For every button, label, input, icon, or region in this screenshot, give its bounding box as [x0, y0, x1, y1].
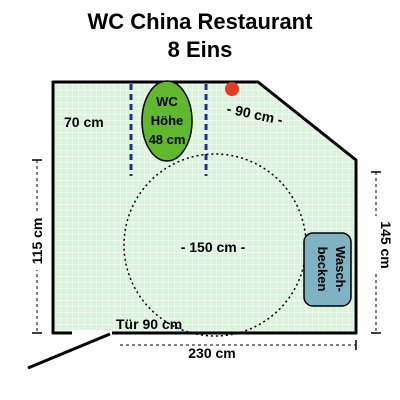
wc-label-1: WC	[156, 94, 178, 109]
sink-label-2: becken	[315, 247, 330, 292]
right-height-label: 145 cm	[378, 221, 394, 268]
door-leaf	[27, 332, 111, 370]
wc-label-3: 48 cm	[149, 132, 186, 147]
bottom-width-label: 230 cm	[188, 345, 235, 361]
left-height-label: 115 cm	[29, 218, 45, 265]
title-line-2: 8 Eins	[167, 37, 233, 62]
title-line-1: WC China Restaurant	[87, 9, 313, 34]
plan-title: WC China Restaurant 8 Eins	[0, 8, 400, 64]
sink-label-1: Wasch-	[333, 246, 348, 292]
room-floor	[51, 80, 358, 335]
alarm-button-icon	[225, 82, 239, 96]
door-label: Tür 90 cm	[116, 316, 182, 332]
wc-toilet	[141, 80, 193, 162]
sink-washbasin	[303, 232, 352, 307]
width-left-label: 70 cm	[64, 114, 104, 130]
left-dimension-label-bg	[27, 212, 47, 270]
wc-label-2: Höhe	[151, 113, 184, 128]
right-dimension-label-bg	[366, 216, 386, 274]
circle-diameter-label: - 150 cm -	[181, 239, 246, 255]
